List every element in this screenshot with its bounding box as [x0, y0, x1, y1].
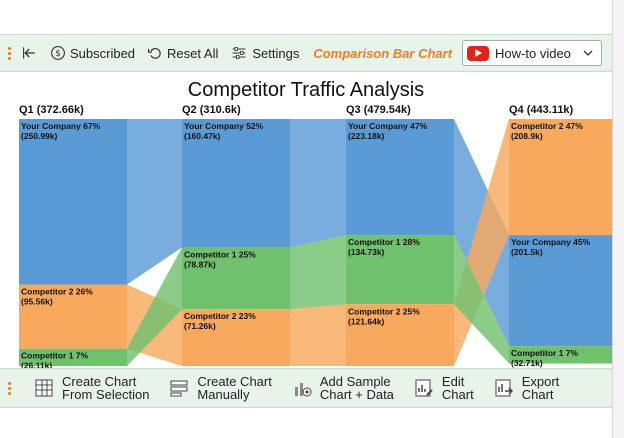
export-chart-line1: Export	[521, 374, 560, 389]
value-label-competitor-1-q1: (26.11k)	[21, 361, 52, 368]
bar-your-company-q3	[346, 119, 454, 236]
data-label-your-company-q4: Your Company 45%	[511, 237, 591, 247]
competitor-traffic-chart: Competitor Traffic Analysis Q1 (372.66k) Y…	[19, 79, 612, 368]
bar-competitor-2-q4	[509, 119, 612, 236]
bar-your-company-q2	[182, 119, 290, 248]
brand-title: Comparison Bar Chart	[313, 45, 453, 61]
data-label-competitor-1-q2: Competitor 1 25%	[184, 249, 256, 259]
export-chart-button[interactable]: Export Chart	[484, 375, 570, 401]
flow-competitor-2-q2-to-q3	[290, 304, 346, 366]
flow-your-company-q1-to-q2	[127, 119, 182, 285]
how-to-video-dropdown[interactable]: How-to video	[462, 40, 602, 66]
drag-handle-icon[interactable]	[2, 46, 16, 60]
add-sample-chart-button[interactable]: Add Sample Chart + Data	[282, 375, 404, 401]
back-arrow-icon	[23, 47, 35, 59]
data-label-your-company-q1: Your Company 67%	[21, 121, 101, 131]
settings-label: Settings	[252, 45, 300, 61]
list-edit-icon	[170, 380, 188, 397]
value-label-your-company-q3: (223.18k)	[348, 131, 385, 141]
data-label-competitor-1-q4: Competitor 1 7%	[511, 348, 579, 358]
value-label-competitor-2-q4: (208.9k)	[511, 131, 543, 141]
reset-all-label: Reset All	[167, 45, 219, 61]
subscribed-label: Subscribed	[70, 45, 136, 61]
value-label-competitor-1-q4: (32.71k)	[511, 358, 543, 368]
subscribed-button[interactable]: $ Subscribed	[44, 35, 141, 71]
table-select-icon	[35, 379, 53, 397]
category-label-q3: Q3 (479.54k)	[346, 104, 411, 116]
create-from-selection-line1: Create Chart	[62, 374, 137, 389]
data-label-competitor-2-q3: Competitor 2 25%	[348, 306, 420, 316]
flow-your-company-q2-to-q3	[290, 119, 346, 248]
bar-competitor-1-q1	[19, 348, 127, 366]
data-label-competitor-2-q4: Competitor 2 47%	[511, 121, 583, 131]
category-label-q4: Q4 (443.11k)	[509, 104, 574, 116]
edit-chart-line2: Chart	[441, 387, 474, 402]
dollar-circle-icon: $	[51, 46, 65, 60]
top-toolbar: $ Subscribed Reset All Settings Comparis…	[0, 34, 612, 72]
value-label-competitor-1-q3: (134.73k)	[348, 247, 385, 257]
settings-button[interactable]: Settings	[224, 35, 305, 71]
bar-your-company-q4	[509, 235, 612, 347]
bar-competitor-2-q1	[19, 284, 127, 349]
bar-competitor-1-q4	[509, 346, 612, 364]
window-edge	[612, 0, 624, 438]
sample-chart-icon	[294, 383, 312, 397]
back-button[interactable]	[16, 35, 44, 71]
bar-your-company-q1	[19, 119, 127, 285]
chart-title: Competitor Traffic Analysis	[188, 79, 424, 101]
chevron-down-icon	[583, 50, 593, 56]
edit-chart-icon	[415, 379, 433, 397]
data-label-your-company-q3: Your Company 47%	[348, 121, 428, 131]
value-label-your-company-q2: (160.47k)	[184, 131, 221, 141]
edit-chart-button[interactable]: Edit Chart	[404, 375, 484, 401]
reset-all-button[interactable]: Reset All	[141, 35, 224, 71]
data-label-competitor-2-q2: Competitor 2 23%	[184, 311, 256, 321]
value-label-your-company-q1: (250.99k)	[21, 131, 58, 141]
undo-icon	[148, 48, 161, 59]
how-to-video-label: How-to video	[495, 45, 571, 61]
data-label-your-company-q2: Your Company 52%	[184, 121, 264, 131]
bar-competitor-1-q2	[182, 247, 290, 310]
data-label-competitor-2-q1: Competitor 2 26%	[21, 286, 93, 296]
value-label-your-company-q4: (201.5k)	[511, 247, 543, 257]
create-manually-line1: Create Chart	[197, 374, 272, 389]
create-manually-line2: Manually	[197, 387, 250, 402]
add-sample-line2: Chart + Data	[319, 387, 394, 402]
flow-competitor-1-q1-to-q2	[127, 247, 182, 366]
value-label-competitor-2-q1: (95.56k)	[21, 296, 53, 306]
data-label-competitor-1-q3: Competitor 1 28%	[348, 237, 420, 247]
data-label-competitor-1-q1: Competitor 1 7%	[21, 351, 89, 361]
bar-competitor-2-q3	[346, 304, 454, 366]
bar-competitor-2-q2	[182, 309, 290, 366]
create-chart-from-selection-button[interactable]: Create Chart From Selection	[16, 375, 159, 401]
edit-chart-line1: Edit	[441, 374, 465, 389]
create-chart-manually-button[interactable]: Create Chart Manually	[159, 375, 281, 401]
export-icon	[495, 379, 513, 397]
bar-competitor-1-q3	[346, 235, 454, 305]
value-label-competitor-2-q2: (71.26k)	[184, 321, 216, 331]
export-chart-line2: Chart	[521, 387, 554, 402]
svg-text:$: $	[55, 49, 61, 59]
drag-handle-icon[interactable]	[2, 381, 16, 395]
category-label-q1: Q1 (372.66k)	[19, 104, 84, 116]
value-label-competitor-1-q2: (78.87k)	[184, 259, 216, 269]
bottom-toolbar: Create Chart From Selection Create Chart M…	[0, 368, 612, 408]
add-sample-line1: Add Sample	[319, 374, 391, 389]
flow-competitor-1-q2-to-q3	[290, 235, 346, 310]
create-from-selection-line2: From Selection	[62, 387, 150, 402]
value-label-competitor-2-q3: (121.64k)	[348, 316, 385, 326]
sliders-icon	[232, 47, 246, 59]
youtube-icon	[467, 45, 490, 61]
flow-competitor-1-q3-to-q4	[454, 235, 509, 364]
category-label-q2: Q2 (310.6k)	[182, 104, 241, 116]
